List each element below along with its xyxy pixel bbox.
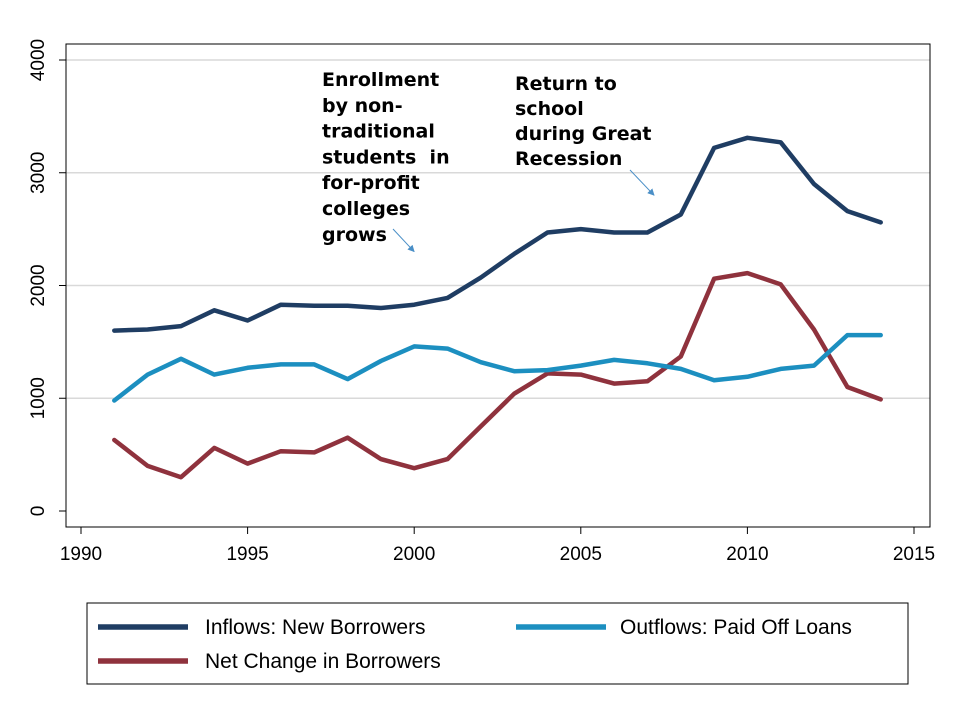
annotations: Enrollment by non-traditional students in f… <box>322 69 655 253</box>
series-lines <box>112 135 883 480</box>
annotation-text-2: Return to school during Great Recession <box>515 73 652 170</box>
annotation-1-line-2: by non- <box>322 95 403 117</box>
annotation-1-line-7: grows <box>322 224 387 246</box>
gridlines <box>66 59 930 399</box>
annotation-1-line-6: colleges <box>322 198 410 220</box>
annotation-1-line-3: traditional <box>322 121 435 143</box>
y-tick-label-1000: 1000 <box>28 377 49 419</box>
legend-label-outflows-paid-off-loans: Outflows: Paid Off Loans <box>620 616 852 639</box>
x-tick-label-2010: 2010 <box>726 544 768 565</box>
annotation-2-line-3: during Great <box>515 123 652 145</box>
annotation-1-line-1: Enrollment <box>322 69 439 91</box>
legend: Inflows: New Borrowers Outflows: Paid Off… <box>86 602 909 685</box>
axes: 1990 1995 2000 2005 2010 2015 0 1000 2000 3000 400… <box>28 39 935 565</box>
series-line-net-change-in-borrowers <box>112 270 883 480</box>
annotation-text-1: Enrollment by non-traditional students in f… <box>322 69 450 246</box>
x-tick-label-1995: 1995 <box>226 544 268 565</box>
legend-box <box>86 602 909 685</box>
x-tick-label-2000: 2000 <box>393 544 435 565</box>
annotation-2-line-2: school <box>515 98 584 120</box>
annotation-1-line-5: for-profit <box>322 172 420 194</box>
annotation-2-line-4: Recession <box>515 148 622 170</box>
series-line-outflows-paid-off-loans <box>112 332 883 403</box>
y-tick-label-3000: 3000 <box>28 152 49 194</box>
legend-label-inflows-new-borrowers: Inflows: New Borrowers <box>205 616 426 639</box>
y-tick-label-4000: 4000 <box>28 39 49 81</box>
y-tick-label-0: 0 <box>28 506 49 517</box>
annotation-arrow-2 <box>629 169 655 196</box>
y-tick-label-2000: 2000 <box>28 264 49 306</box>
series-line-inflows-new-borrowers <box>112 135 883 333</box>
annotation-1-line-4: students in <box>322 146 450 168</box>
x-tick-label-2005: 2005 <box>560 544 602 565</box>
x-tick-label-1990: 1990 <box>60 544 102 565</box>
legend-label-net-change-in-borrowers: Net Change in Borrowers <box>205 650 441 673</box>
annotation-arrow-1 <box>392 228 415 253</box>
x-tick-label-2015: 2015 <box>893 544 935 565</box>
annotation-2-line-1: Return to <box>515 73 617 95</box>
